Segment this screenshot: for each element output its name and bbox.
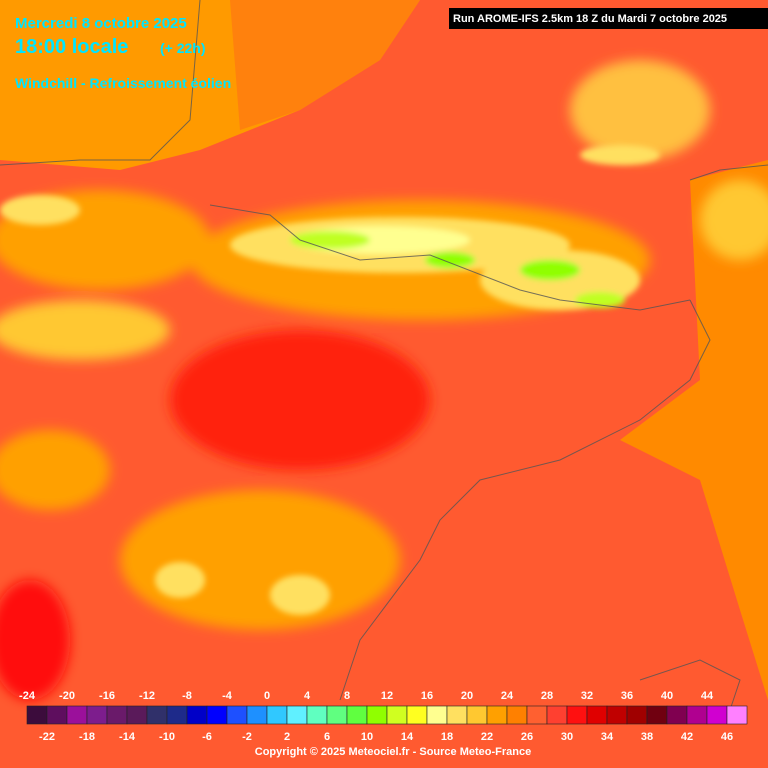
legend-label: 28 <box>541 690 553 702</box>
legend-swatch <box>226 705 248 725</box>
legend-swatch <box>86 705 108 725</box>
legend-swatch <box>266 705 288 725</box>
legend-swatch <box>326 705 348 725</box>
legend-swatch <box>366 705 388 725</box>
legend-swatch <box>586 705 608 725</box>
legend-label: -20 <box>59 690 75 702</box>
legend-label: 32 <box>581 690 593 702</box>
forecast-time: 18:00 locale <box>15 36 128 58</box>
legend-label: 20 <box>461 690 473 702</box>
legend-swatch <box>46 705 68 725</box>
legend-label: 34 <box>601 731 614 743</box>
legend-swatch <box>106 705 128 725</box>
legend-swatch <box>146 705 168 725</box>
parameter-name: Windchill - Refroissement éolien <box>15 75 231 91</box>
legend-label: -10 <box>159 731 175 743</box>
legend-swatch <box>406 705 428 725</box>
legend-swatch <box>546 705 568 725</box>
legend-label: -6 <box>202 731 212 743</box>
legend-swatch <box>426 705 448 725</box>
legend-swatch <box>126 705 148 725</box>
legend-label: 2 <box>284 731 290 743</box>
run-banner <box>449 8 768 29</box>
legend-label: -24 <box>19 690 36 702</box>
legend-label: 26 <box>521 731 533 743</box>
legend-label: -14 <box>119 731 136 743</box>
legend-label: 12 <box>381 690 393 702</box>
legend-swatch <box>26 705 48 725</box>
legend-label: -16 <box>99 690 115 702</box>
legend-swatch <box>186 705 208 725</box>
legend-label: 38 <box>641 731 653 743</box>
legend-label: 24 <box>501 690 514 702</box>
legend-label: 14 <box>401 731 414 743</box>
legend-swatch <box>506 705 528 725</box>
legend-label: 44 <box>701 690 714 702</box>
legend-swatch <box>306 705 328 725</box>
legend-swatch <box>386 705 408 725</box>
legend-swatch <box>446 705 468 725</box>
legend-swatch <box>606 705 628 725</box>
legend-label: 22 <box>481 731 493 743</box>
legend-label: -22 <box>39 731 55 743</box>
legend-swatch <box>346 705 368 725</box>
legend-label: 42 <box>681 731 693 743</box>
legend-label: 30 <box>561 731 573 743</box>
legend-label: 0 <box>264 690 270 702</box>
legend-label: 18 <box>441 731 453 743</box>
legend-label: 6 <box>324 731 330 743</box>
legend-swatch <box>66 705 88 725</box>
forecast-date: Mercredi 8 octobre 2025 <box>15 15 187 32</box>
forecast-lead: (+ 22h) <box>160 40 206 56</box>
legend-swatch <box>706 705 728 725</box>
legend-label: 16 <box>421 690 433 702</box>
legend-swatch <box>246 705 268 725</box>
legend-label: 36 <box>621 690 633 702</box>
legend-swatch <box>206 705 228 725</box>
legend-label: -12 <box>139 690 155 702</box>
legend-label: 10 <box>361 731 373 743</box>
legend-swatch <box>626 705 648 725</box>
legend-swatch <box>526 705 548 725</box>
legend-label: 46 <box>721 731 733 743</box>
legend-label: -8 <box>182 690 192 702</box>
legend-swatch <box>286 705 308 725</box>
legend-label: -2 <box>242 731 252 743</box>
legend-label: 8 <box>344 690 350 702</box>
legend-swatch <box>666 705 688 725</box>
legend-swatch <box>466 705 488 725</box>
color-legend: -24-22-20-18-16-14-12-10-8-6-4-202468101… <box>19 690 748 743</box>
legend-label: -4 <box>222 690 233 702</box>
legend-swatch <box>566 705 588 725</box>
legend-label: -18 <box>79 731 95 743</box>
legend-label: 40 <box>661 690 673 702</box>
legend-label: 4 <box>304 690 311 702</box>
run-info: Run AROME-IFS 2.5km 18 Z du Mardi 7 octo… <box>453 13 727 25</box>
legend-swatch <box>166 705 188 725</box>
legend-swatch <box>646 705 668 725</box>
legend-swatch <box>726 705 748 725</box>
legend-swatch <box>686 705 708 725</box>
legend-swatch <box>486 705 508 725</box>
copyright: Copyright © 2025 Meteociel.fr - Source M… <box>255 746 531 758</box>
